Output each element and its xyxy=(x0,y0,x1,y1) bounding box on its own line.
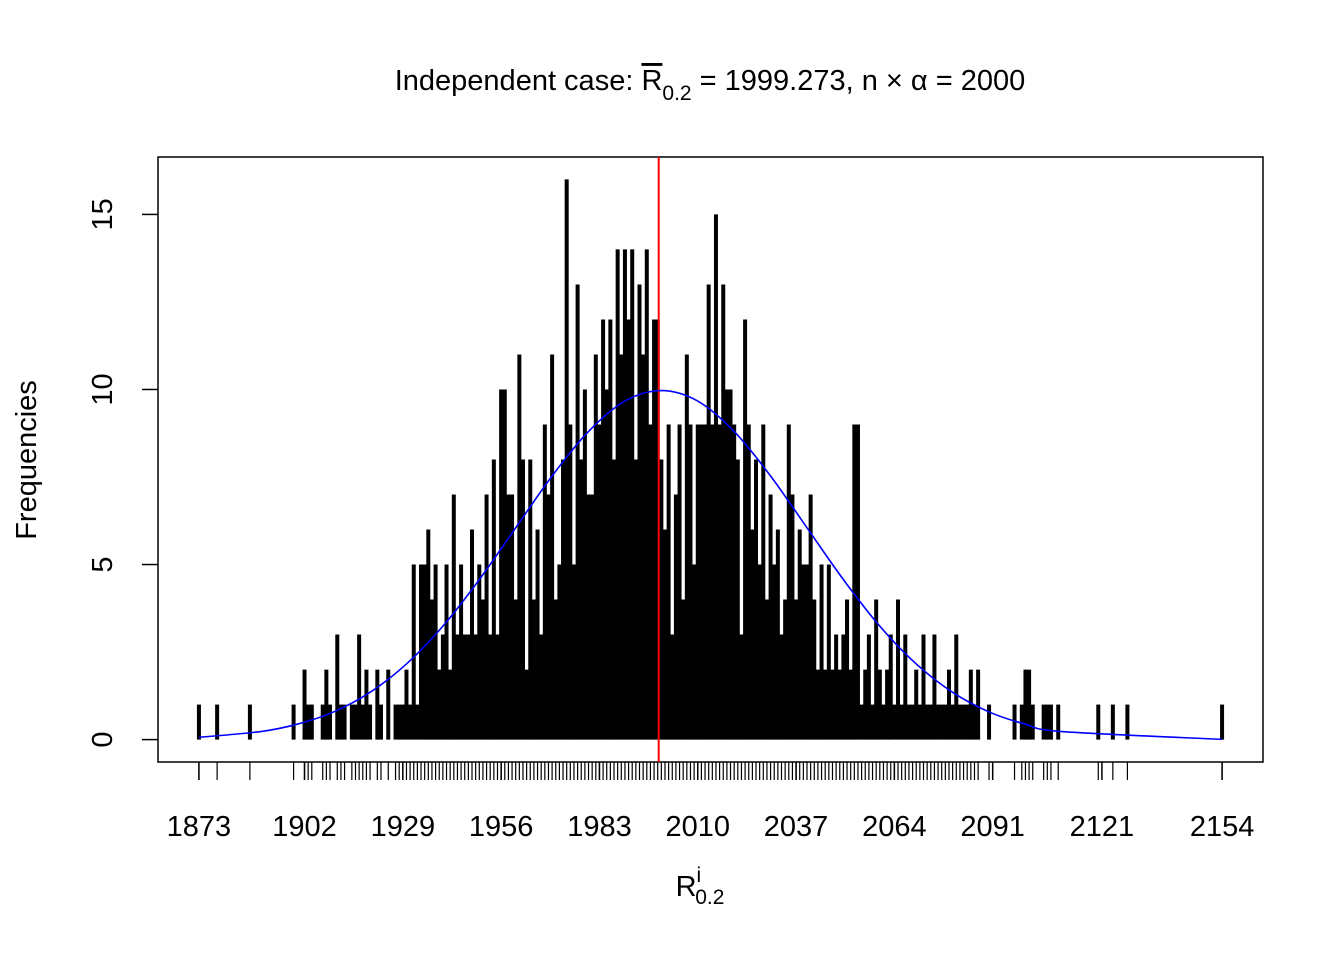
x-tick-label: 2091 xyxy=(960,811,1025,843)
x-tick-label: 1902 xyxy=(272,811,337,843)
x-tick-label: 2121 xyxy=(1070,811,1135,843)
y-tick-label: 15 xyxy=(87,198,119,230)
y-tick-label: 5 xyxy=(87,556,119,572)
y-tick-label: 0 xyxy=(87,732,119,748)
x-tick-label: 2037 xyxy=(764,811,829,843)
x-tick-label: 1956 xyxy=(469,811,534,843)
x-tick-label: 1983 xyxy=(567,811,632,843)
x-axis-label: Ri 0.2 xyxy=(676,864,725,909)
x-tick-label: 1873 xyxy=(167,811,232,843)
chart-title: Independent case: R0.2 = 1999.273, n × α… xyxy=(395,65,1026,105)
plot-frame xyxy=(157,156,1264,763)
y-axis-label: Frequencies xyxy=(11,380,43,540)
x-tick-label: 2010 xyxy=(665,811,730,843)
x-tick-label: 1929 xyxy=(371,811,436,843)
x-tick-label: 2154 xyxy=(1190,811,1255,843)
density-curve xyxy=(198,389,1223,741)
y-tick-label: 10 xyxy=(87,373,119,405)
x-tick-label: 2064 xyxy=(862,811,927,843)
